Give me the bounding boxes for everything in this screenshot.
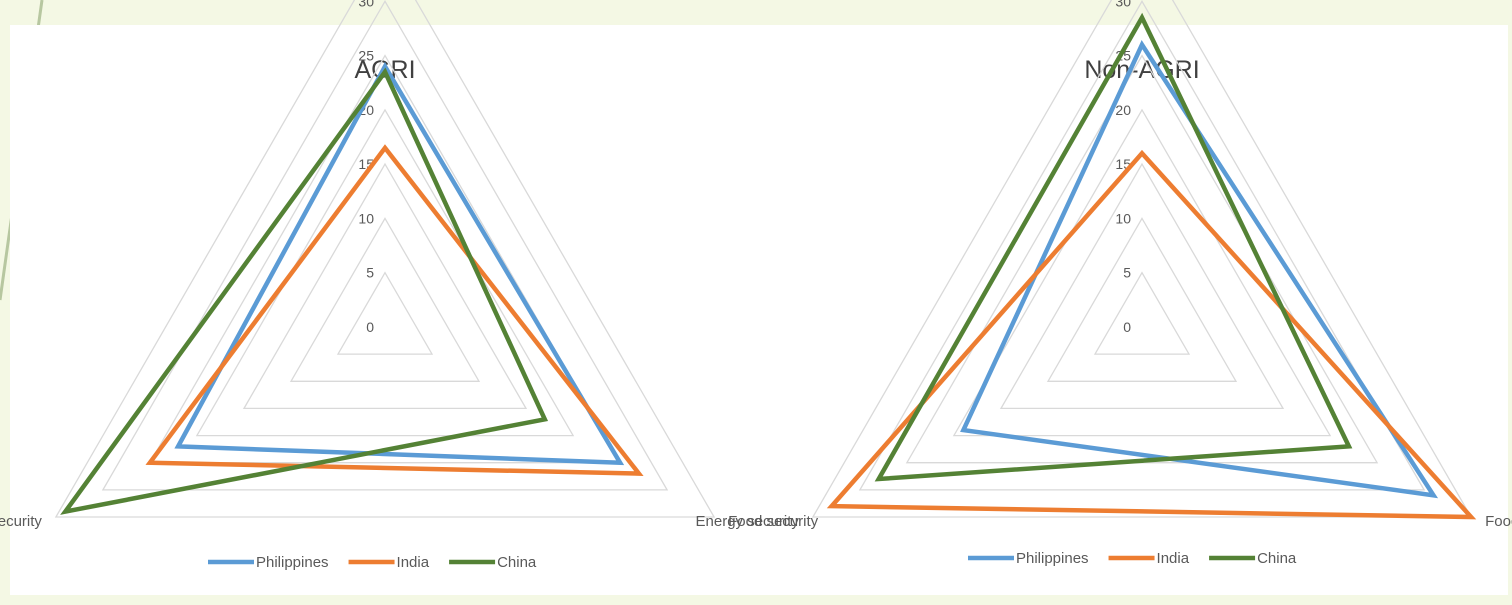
chart-panel: [10, 25, 1508, 595]
charts-layer: AGRI05101520253035Ecosystem capacityFood…: [0, 0, 1512, 571]
tick-label-30: 30: [1115, 0, 1131, 9]
legend-label-india: India: [397, 554, 430, 571]
tick-label-30: 30: [358, 0, 374, 9]
series-layer: [60, 61, 644, 515]
series-china: [874, 12, 1353, 482]
grid-ring-5: [336, 271, 434, 355]
axis-label-energy-security: Energy security: [0, 513, 42, 530]
radar-chart-agri: AGRI05101520253035Ecosystem capacityFood…: [0, 0, 819, 571]
radial-tick-labels: 05101520253035: [1115, 0, 1131, 335]
legend: Philippines India China: [208, 554, 537, 571]
grid-ring-30: [858, 0, 1426, 491]
series-india: [826, 149, 1477, 520]
axis-labels: Ecosystem capacityFood securityEnergy se…: [0, 513, 819, 530]
tick-label-20: 20: [1115, 102, 1131, 118]
tick-label-25: 25: [358, 48, 374, 64]
tick-label-5: 5: [1123, 265, 1131, 281]
legend: Philippines India China: [968, 550, 1297, 567]
series-philippines: [174, 61, 625, 466]
tick-label-5: 5: [366, 265, 374, 281]
legend-label-china: China: [497, 554, 537, 571]
grid-ring-15: [242, 162, 528, 410]
axis-label-energy-security: Energy security: [696, 513, 800, 530]
legend-label-philippines: Philippines: [256, 554, 329, 571]
axis-label-food-security: Food security: [728, 513, 819, 530]
grid-ring-5: [1093, 271, 1191, 355]
series-philippines: [960, 40, 1439, 499]
axis-label-food-security: Food security: [1485, 513, 1512, 530]
tick-label-0: 0: [366, 319, 374, 335]
series-china: [60, 67, 549, 515]
radar-chart-non-agri: Non-AGRI05101520253035Ecosystem capacity…: [696, 0, 1512, 567]
tick-label-0: 0: [1123, 319, 1131, 335]
legend-label-philippines: Philippines: [1016, 550, 1089, 567]
axis-labels: Ecosystem capacityFood securityEnergy se…: [696, 513, 1512, 530]
legend-label-china: China: [1257, 550, 1297, 567]
grid-ring-15: [999, 162, 1285, 410]
grid-ring-35: [811, 0, 1473, 518]
tick-label-10: 10: [1115, 210, 1131, 226]
grid-ring-10: [1046, 217, 1238, 382]
grid-ring-35: [54, 0, 716, 518]
series-india: [145, 144, 644, 476]
grid-ring-10: [289, 217, 481, 382]
series-layer: [826, 12, 1477, 520]
grid-ring-20: [952, 108, 1332, 437]
tick-label-10: 10: [358, 210, 374, 226]
grid-ring-30: [101, 0, 669, 491]
legend-label-india: India: [1157, 550, 1190, 567]
chart-title-non-agri: Non-AGRI: [1084, 56, 1199, 84]
grid-ring-25: [148, 54, 622, 464]
